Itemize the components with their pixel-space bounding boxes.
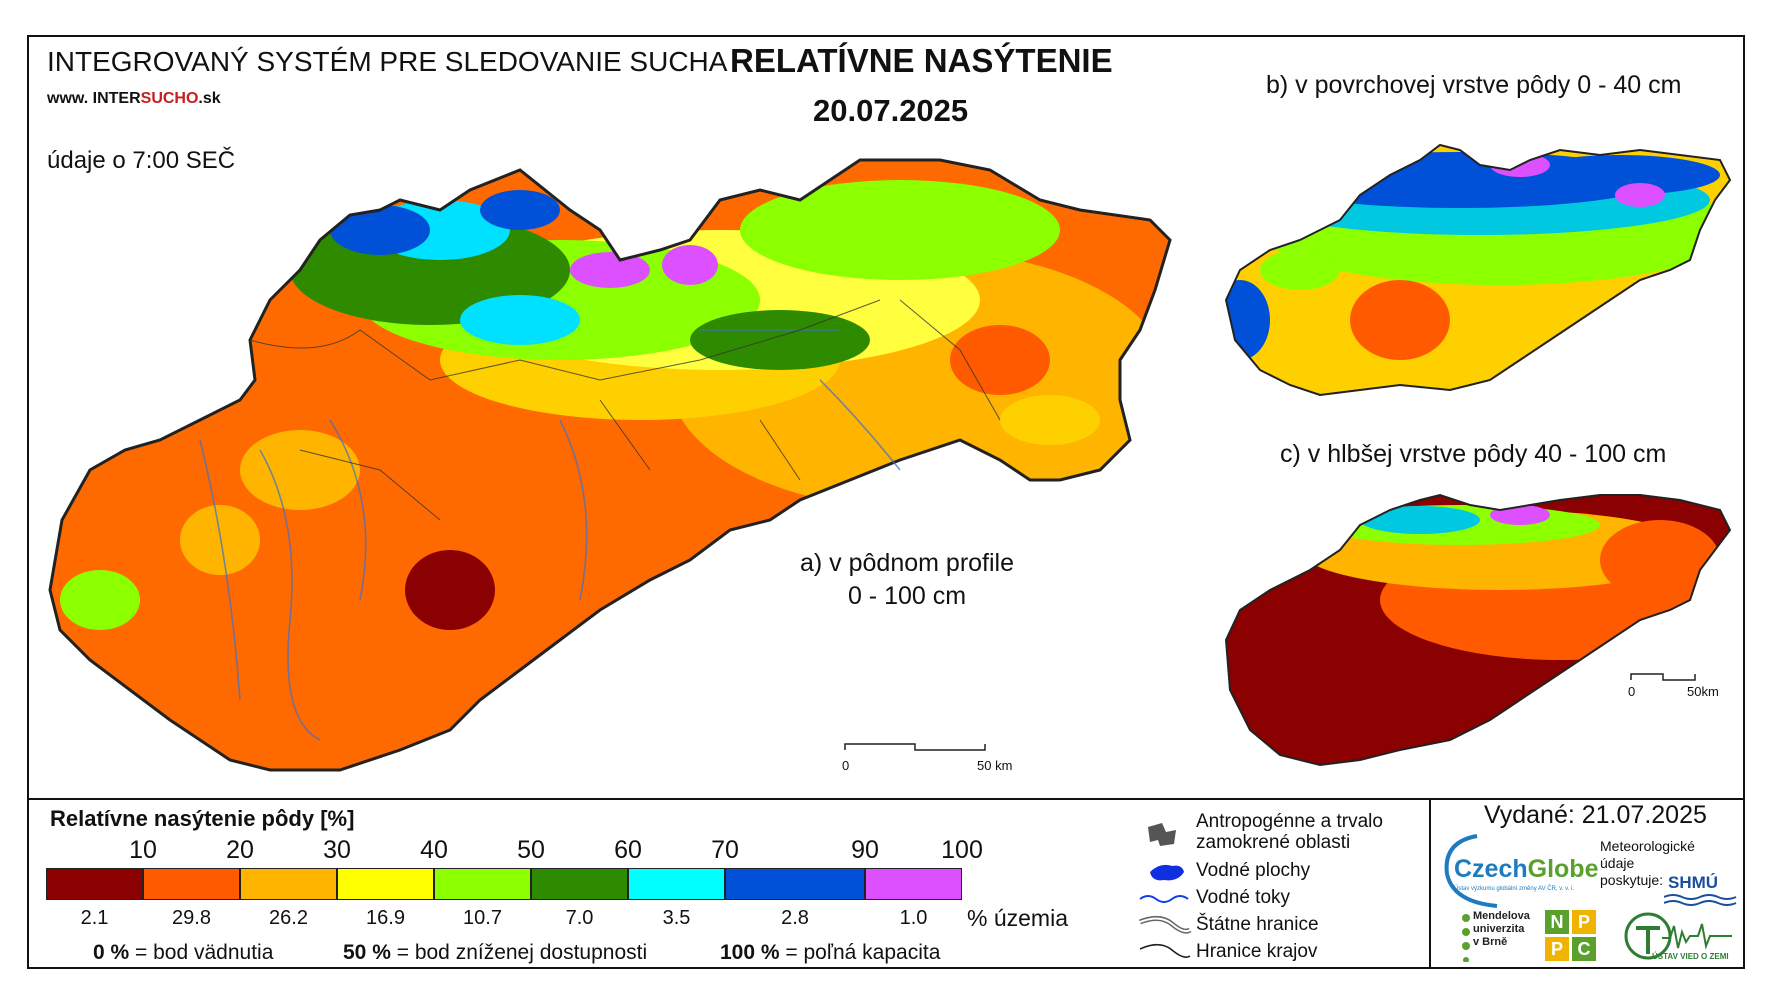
legend-title: Relatívne nasýtenie pôdy [%] [50,806,355,831]
legend-class-swatch [725,868,865,900]
legend-class-swatch [337,868,434,900]
def-50-text: = bod zníženej dostupnosti [396,941,648,964]
def-50-value: 50 % [343,941,391,964]
state-border-label: Štátne hranice [1196,914,1319,935]
legend-threshold: 60 [614,836,642,864]
legend-threshold: 90 [851,836,879,864]
meteo-credit-line1: Meteorologické [1600,838,1695,854]
def-0: 0 % = bod vädnutia [93,941,273,965]
legend-area-value: 2.1 [80,907,109,929]
legend-area-value: 2.8 [781,907,809,929]
meteo-credit-line2: údaje [1600,855,1635,871]
legend-class-swatch [46,868,143,900]
map-a-label-line1: a) v pôdnom profile [800,549,1015,577]
legend-threshold: 50 [517,836,545,864]
uvz-seismo-icon [1624,912,1732,960]
map-c-label: c) v hlbšej vrstve pôdy 40 - 100 cm [1280,440,1667,468]
nppc-letter: P [1572,910,1596,934]
nppc-letter: N [1545,910,1569,934]
legend-area-value: 1.0 [899,907,928,929]
czechglobe-subtitle: Ústav výzkumu globální změny AV ČR, v. v… [1454,886,1575,892]
shmu-logo: SHMÚ [1668,873,1719,892]
mendel-line1: Mendelova [1473,910,1530,922]
def-50: 50 % = bod zníženej dostupnosti [343,941,647,965]
outer-frame [27,35,1745,969]
map-b-label: b) v povrchovej vrstve pôdy 0 - 40 cm [1266,71,1682,99]
legend-class-swatch [434,868,531,900]
legend-area-value: 16.9 [366,907,405,929]
system-title: INTEGROVANÝ SYSTÉM PRE SLEDOVANIE SUCHA [47,46,728,77]
legend-area-unit: % územia [967,905,1068,931]
def-0-value: 0 % [93,941,130,964]
legend-class-swatch [240,868,337,900]
map-b-border [1224,143,1732,397]
legend-threshold: 70 [711,836,739,864]
website-link[interactable]: www. INTERSUCHO.sk [47,90,221,108]
main-title: RELATÍVNE NASÝTENIE [730,42,1113,79]
map-a-region-borders [249,299,1001,521]
map-a-rivers [199,329,901,741]
scale-small-end: 50km [1687,684,1719,699]
uvz-label: ÚSTAV VIED O ZEMI [1652,952,1729,961]
nppc-letter: C [1572,937,1596,961]
legend-area-value: 3.5 [662,907,691,929]
anthropogenic-label-line1: Antropogénne a trvalo [1196,811,1383,832]
anthropogenic-label: Antropogénne a trvalo zamokrené oblasti [1196,811,1383,853]
scale-small-zero: 0 [1628,684,1636,699]
map-a-scale-bar [844,743,986,751]
legend-class-swatch [865,868,962,900]
divider-horizontal [27,798,1745,800]
map-small-scale-bar [1630,673,1696,681]
issued-date: Vydané: 21.07.2025 [1484,801,1707,829]
url-highlight: SUCHO [140,90,199,107]
legend-threshold: 100 [941,836,983,864]
legend-threshold: 10 [129,836,157,864]
czechglobe-swoosh-icon [1444,834,1498,908]
water-bodies-label: Vodné plochy [1196,860,1311,881]
shmu-waves-icon [1664,894,1737,906]
czechglobe-logo-a: Czech [1454,855,1528,883]
def-100-text: = poľná kapacita [785,941,941,964]
legend-threshold: 40 [420,836,448,864]
mendel-logo: Mendelova univerzita v Brně [1473,910,1530,949]
scale-a-end: 50 km [977,758,1013,773]
def-100: 100 % = poľná kapacita [720,941,940,965]
map-b-topsoil [1226,145,1730,395]
legend-threshold: 30 [323,836,351,864]
map-a-label-line2: 0 - 100 cm [847,582,967,610]
mendel-line3: v Brně [1473,936,1508,948]
legend-threshold: 20 [226,836,254,864]
legend-area-value: 29.8 [172,907,211,929]
url-prefix: www. INTER [47,90,141,107]
mendel-line2: univerzita [1473,923,1525,935]
czechglobe-logo-b: Globe [1527,855,1599,883]
def-0-text: = bod vädnutia [135,941,274,964]
nppc-letter: P [1545,937,1569,961]
map-a-border [48,158,1172,772]
legend-class-swatch [628,868,725,900]
map-c-border [1224,493,1732,767]
meteo-credit-line3: poskytuje: [1600,872,1664,888]
meteo-credit: Meteorologické údaje poskytuje: [1600,838,1695,889]
scale-a-zero: 0 [842,758,850,773]
czechglobe-logo: CzechGlobe [1454,855,1598,884]
map-c-subsoil [1226,495,1730,765]
data-time: údaje o 7:00 SEČ [47,147,236,174]
legend-area-value: 10.7 [463,907,502,929]
map-date: 20.07.2025 [813,93,969,128]
divider-vertical [1429,798,1431,969]
region-border-label: Hranice krajov [1196,941,1318,962]
url-suffix: .sk [198,90,221,107]
water-streams-label: Vodné toky [1196,887,1291,908]
legend-area-value: 7.0 [565,907,594,929]
legend-class-swatch [143,868,240,900]
legend-class-swatch [531,868,628,900]
def-100-value: 100 % [720,941,780,964]
legend-area-value: 26.2 [269,907,308,929]
map-a-label: a) v pôdnom profile 0 - 100 cm [800,547,1014,613]
anthropogenic-label-line2: zamokrené oblasti [1196,832,1351,853]
